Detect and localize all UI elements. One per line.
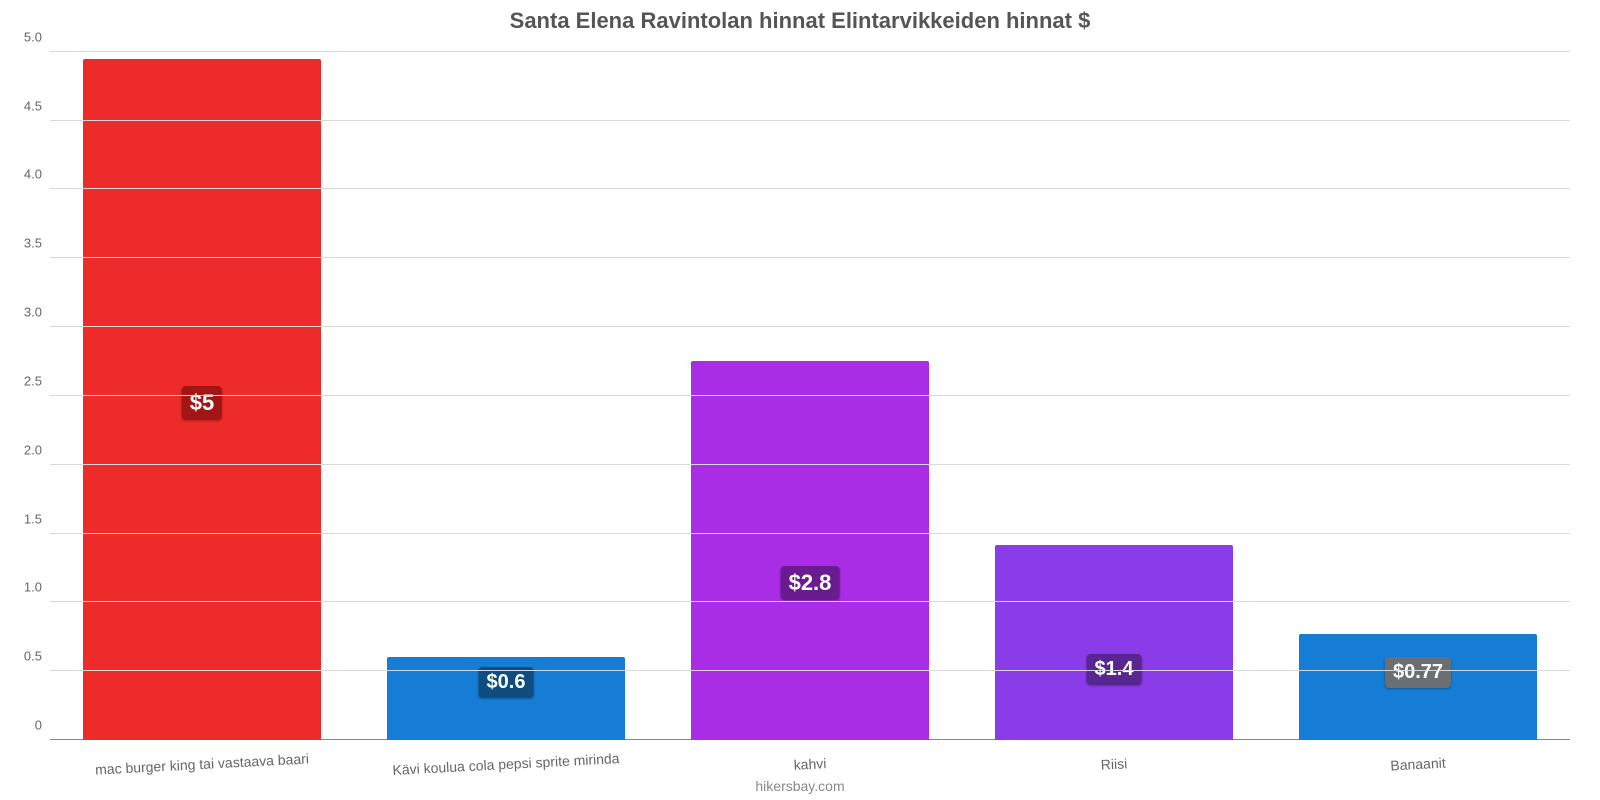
x-axis-label: Riisi xyxy=(962,748,1266,780)
y-tick-label: 2.5 xyxy=(24,373,50,388)
bar-slot: $0.77 xyxy=(1266,38,1570,740)
price-chart: Santa Elena Ravintolan hinnat Elintarvik… xyxy=(0,0,1600,800)
gridline xyxy=(50,188,1570,189)
bar-slot: $0.6 xyxy=(354,38,658,740)
y-tick-label: 4.0 xyxy=(24,167,50,182)
y-tick-label: 0.5 xyxy=(24,649,50,664)
gridline xyxy=(50,464,1570,465)
y-tick-label: 1.5 xyxy=(24,511,50,526)
gridline xyxy=(50,533,1570,534)
bar-value-label: $2.8 xyxy=(781,566,840,600)
gridline xyxy=(50,395,1570,396)
gridline xyxy=(50,326,1570,327)
bar-value-label: $0.77 xyxy=(1385,657,1451,688)
chart-title: Santa Elena Ravintolan hinnat Elintarvik… xyxy=(0,8,1600,34)
bar-slot: $5 xyxy=(50,38,354,740)
y-tick-label: 3.5 xyxy=(24,236,50,251)
gridline xyxy=(50,51,1570,52)
x-axis-labels: mac burger king tai vastaava baariKävi k… xyxy=(50,756,1570,772)
x-axis-label: Kävi koulua cola pepsi sprite mirinda xyxy=(354,748,658,780)
bar-slot: $1.4 xyxy=(962,38,1266,740)
bar-value-label: $5 xyxy=(182,386,222,420)
y-tick-label: 2.0 xyxy=(24,442,50,457)
bar-value-label: $0.6 xyxy=(479,667,534,698)
gridline xyxy=(50,120,1570,121)
plot-area: $5$0.6$2.8$1.4$0.77 00.51.01.52.02.53.03… xyxy=(50,38,1570,740)
bar xyxy=(995,545,1232,740)
y-tick-label: 0 xyxy=(35,718,50,733)
chart-footer: hikersbay.com xyxy=(0,778,1600,794)
x-axis-label: kahvi xyxy=(658,748,962,780)
y-tick-label: 1.0 xyxy=(24,580,50,595)
gridline xyxy=(50,257,1570,258)
y-tick-label: 4.5 xyxy=(24,98,50,113)
bar xyxy=(691,361,928,740)
y-tick-label: 3.0 xyxy=(24,305,50,320)
y-tick-label: 5.0 xyxy=(24,29,50,44)
x-axis-label: mac burger king tai vastaava baari xyxy=(50,748,354,780)
bars-row: $5 $0.6 $2.8 $1.4 $0.77 xyxy=(50,38,1570,740)
gridline xyxy=(50,670,1570,671)
gridline xyxy=(50,601,1570,602)
x-axis-label: Banaanit xyxy=(1266,748,1570,780)
bar-slot: $2.8 xyxy=(658,38,962,740)
